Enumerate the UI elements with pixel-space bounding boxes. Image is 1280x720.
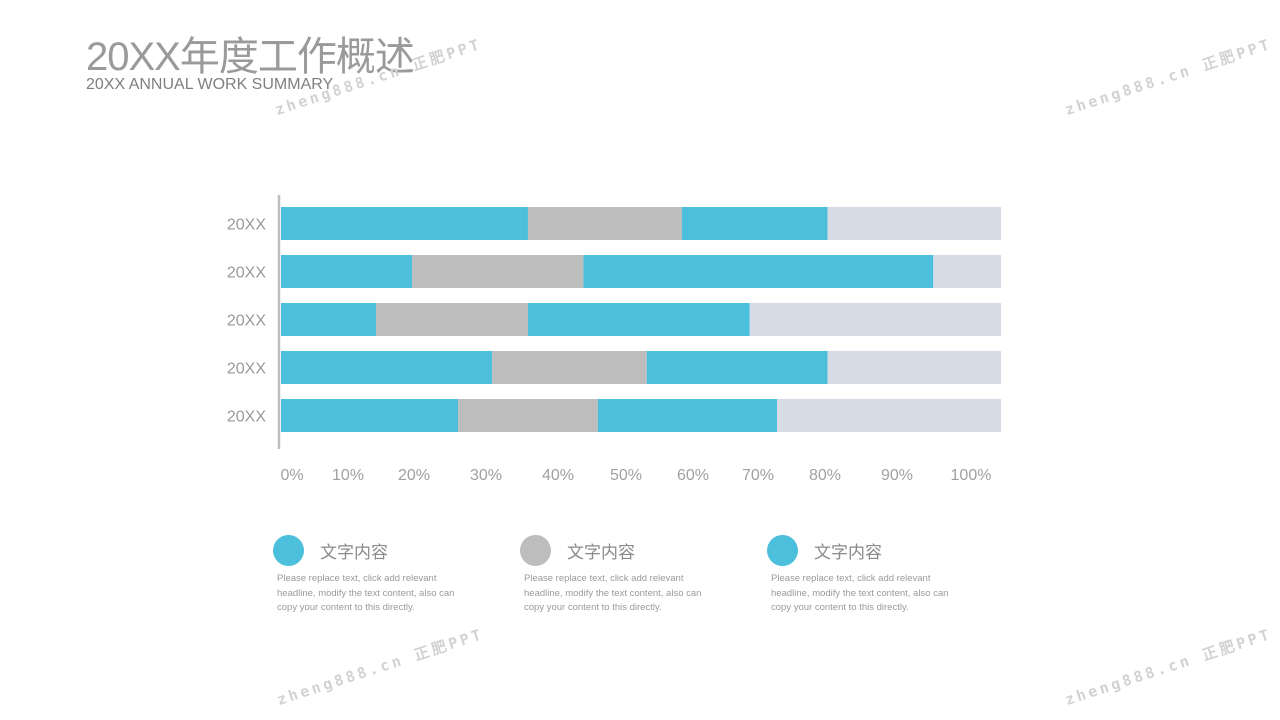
x-tick-label: 50% bbox=[610, 467, 642, 484]
legend-dot-icon bbox=[273, 535, 304, 566]
x-tick-label: 90% bbox=[881, 467, 913, 484]
category-label: 20XX bbox=[227, 265, 266, 282]
bar-segment-row3-s4 bbox=[749, 303, 1001, 336]
x-tick-label: 10% bbox=[332, 467, 364, 484]
bar-segment-row4-s1 bbox=[281, 351, 492, 384]
bar-segment-row5-s4 bbox=[777, 399, 1001, 432]
legend-description: Please replace text, click add relevant … bbox=[771, 573, 949, 613]
x-tick-label: 80% bbox=[809, 467, 841, 484]
category-label: 20XX bbox=[227, 361, 266, 378]
category-label: 20XX bbox=[227, 409, 266, 426]
bar-segment-row1-s4 bbox=[827, 207, 1001, 240]
bar-segment-row2-s3 bbox=[583, 255, 934, 288]
bar-segment-row3-s1 bbox=[281, 303, 377, 336]
bar-segment-row2-s1 bbox=[281, 255, 413, 288]
bar-segment-row3-s2 bbox=[376, 303, 528, 336]
bar-segment-row1-s2 bbox=[527, 207, 683, 240]
x-tick-label: 40% bbox=[542, 467, 574, 484]
bar-segment-row5-s3 bbox=[597, 399, 778, 432]
legend-title: 文字内容 bbox=[320, 543, 388, 562]
slide-title: 20XX年度工作概述 bbox=[86, 35, 415, 79]
slide-subtitle: 20XX ANNUAL WORK SUMMARY bbox=[86, 76, 334, 93]
bar-segment-row4-s3 bbox=[646, 351, 828, 384]
bar-segment-row4-s2 bbox=[491, 351, 647, 384]
legend-dot-icon bbox=[767, 535, 798, 566]
x-tick-label: 60% bbox=[677, 467, 709, 484]
x-tick-label: 30% bbox=[470, 467, 502, 484]
legend-dot-icon bbox=[520, 535, 551, 566]
x-tick-label: 100% bbox=[951, 467, 992, 484]
category-label: 20XX bbox=[227, 217, 266, 234]
bar-segment-row3-s3 bbox=[527, 303, 750, 336]
x-tick-label: 20% bbox=[398, 467, 430, 484]
x-tick-label: 70% bbox=[742, 467, 774, 484]
legend-title: 文字内容 bbox=[814, 543, 882, 562]
x-tick-label: 0% bbox=[280, 467, 303, 484]
legend-description: Please replace text, click add relevant … bbox=[524, 573, 702, 613]
legend-description: Please replace text, click add relevant … bbox=[277, 573, 455, 613]
category-label: 20XX bbox=[227, 313, 266, 330]
bar-segment-row2-s4 bbox=[933, 255, 1001, 288]
bar-segment-row5-s2 bbox=[458, 399, 598, 432]
bar-segment-row1-s1 bbox=[281, 207, 528, 240]
bar-segment-row5-s1 bbox=[281, 399, 459, 432]
bar-segment-row1-s3 bbox=[682, 207, 828, 240]
legend-title: 文字内容 bbox=[567, 543, 635, 562]
bar-segment-row2-s2 bbox=[412, 255, 584, 288]
bar-segment-row4-s4 bbox=[827, 351, 1001, 384]
